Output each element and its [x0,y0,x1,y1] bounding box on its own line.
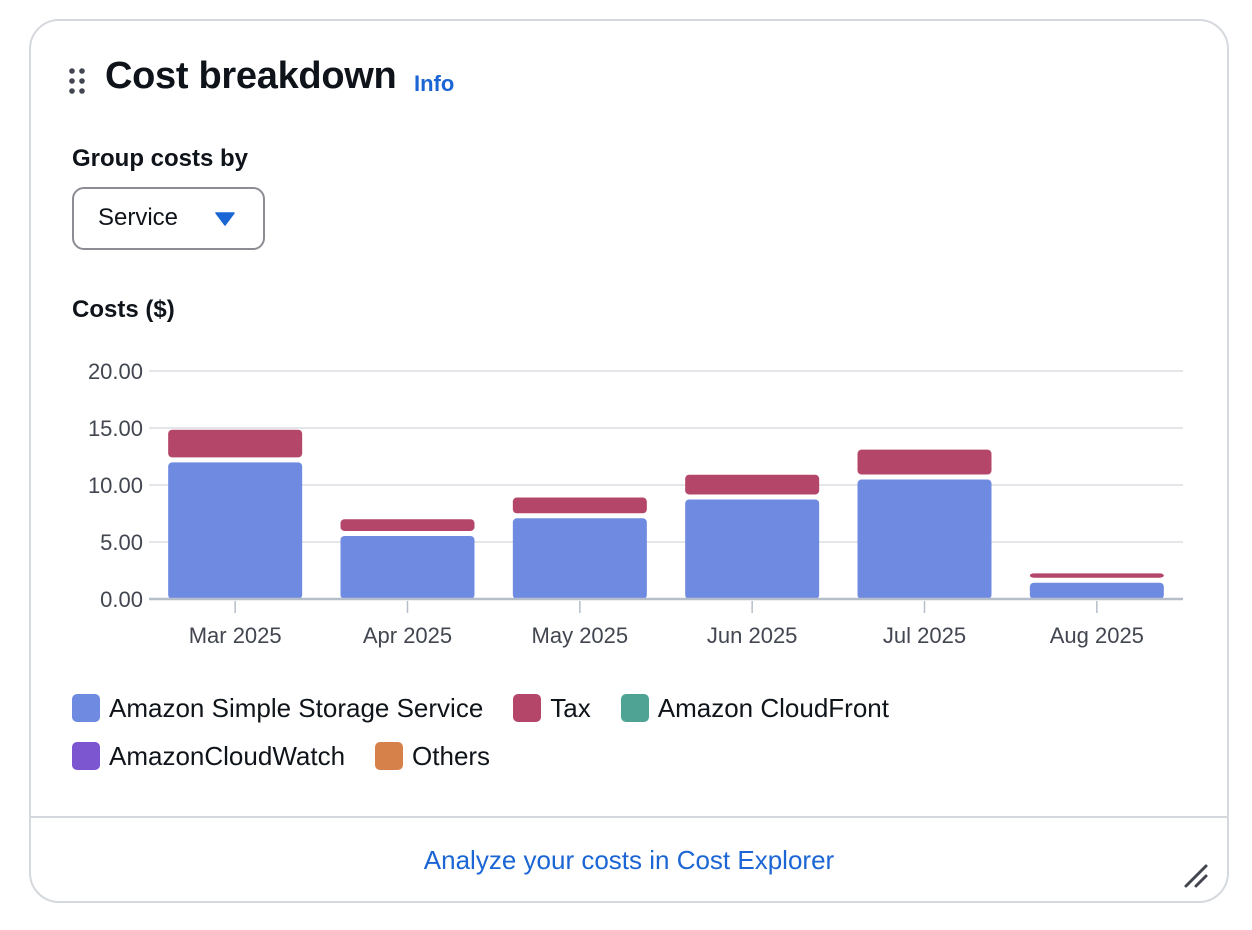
legend-item[interactable]: Amazon CloudFront [620,692,889,724]
legend-swatch [72,694,100,722]
y-tick-label: 0.00 [100,587,143,612]
bar-segment[interactable] [1029,582,1164,599]
legend-row: AmazonCloudWatch Others [72,736,1172,776]
legend-label: Amazon Simple Storage Service [109,692,484,723]
bar-segment[interactable] [512,497,647,514]
legend-swatch [620,694,649,722]
y-tick-label: 10.00 [88,473,143,498]
legend-swatch [375,742,404,770]
x-tick-label: Jun 2025 [707,623,798,648]
bar-segment[interactable] [1029,573,1164,578]
group-by-selected-value: Service [98,204,179,231]
cost-breakdown-widget: Cost breakdown Info Group costs by Servi… [29,19,1229,903]
legend-label: Amazon CloudFront [657,692,889,723]
x-tick-label: Aug 2025 [1050,623,1144,648]
group-by-select[interactable]: Service [72,187,265,250]
widget-footer: Analyze your costs in Cost Explorer [31,816,1227,901]
legend-swatch [513,694,542,722]
caret-down-icon [215,212,235,226]
legend-item[interactable]: AmazonCloudWatch [72,741,345,772]
legend-item[interactable]: Amazon Simple Storage Service [72,693,483,724]
legend-label: Others [412,740,491,771]
info-link[interactable]: Info [414,71,455,96]
bar-segment[interactable] [168,462,303,599]
bar-segment[interactable] [512,518,647,599]
legend-item[interactable]: Others [375,741,490,772]
bar-segment[interactable] [340,535,475,599]
chart-legend: Amazon Simple Storage Service Tax Amazon C… [72,688,1172,784]
legend-swatch [72,742,100,770]
legend-item[interactable]: Tax [513,692,591,724]
legend-row: Amazon Simple Storage Service Tax Amazon C… [72,688,1172,728]
resize-handle-icon[interactable] [1183,863,1209,889]
cost-explorer-link[interactable]: Analyze your costs in Cost Explorer [423,845,835,875]
widget-title: Cost breakdown [105,55,397,97]
y-tick-label: 15.00 [88,416,143,441]
bar-segment[interactable] [857,449,992,475]
y-tick-label: 20.00 [88,359,143,384]
x-tick-label: Mar 2025 [189,623,282,648]
cost-bar-chart: 0.00 5.00 10.00 15.00 20.00 Mar 2025 Apr 2025 M… [88,359,1183,648]
bar-segment[interactable] [168,429,303,458]
y-tick-label: 5.00 [100,530,143,555]
bar-segment[interactable] [340,519,475,531]
group-costs-label: Group costs by [72,145,249,172]
bar-segment[interactable] [685,474,820,495]
x-tick-label: Apr 2025 [363,623,452,648]
legend-label: AmazonCloudWatch [109,740,346,771]
legend-label: Tax [550,692,591,723]
drag-handle-icon[interactable] [67,66,87,96]
bar-segment[interactable] [857,479,992,599]
bar-segment[interactable] [685,499,820,599]
x-tick-label: May 2025 [532,623,629,648]
costs-axis-label: Costs ($) [72,296,175,323]
x-tick-label: Jul 2025 [883,623,966,648]
